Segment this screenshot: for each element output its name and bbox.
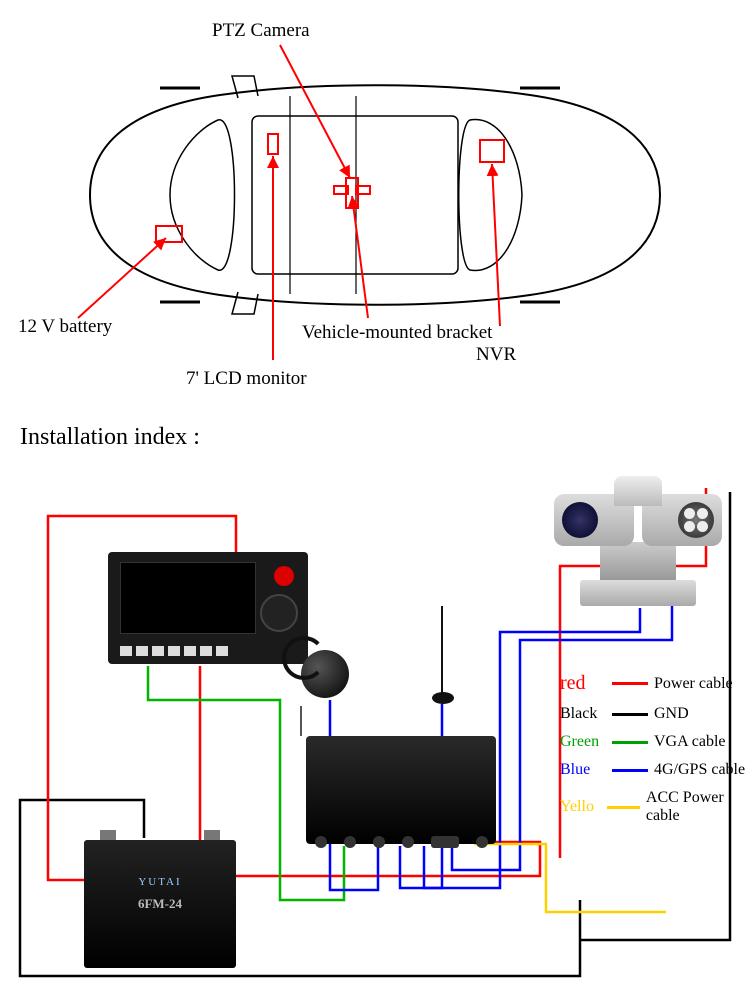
legend-swatch <box>612 741 648 744</box>
legend-desc: ACC Power cable <box>646 789 750 825</box>
legend-row: Blue 4G/GPS cable <box>560 761 750 779</box>
legend-desc: 4G/GPS cable <box>654 761 745 779</box>
legend-row: Yello ACC Power cable <box>560 789 750 825</box>
antenna-mast-icon <box>441 606 443 696</box>
legend-row: Black GND <box>560 705 750 723</box>
cable-legend: red Power cable Black GND Green VGA cable Blue… <box>560 672 750 835</box>
legend-swatch <box>612 769 648 772</box>
legend-row: Green VGA cable <box>560 733 750 751</box>
legend-desc: Power cable <box>654 675 733 693</box>
legend-desc: VGA cable <box>654 733 726 751</box>
legend-swatch <box>607 806 639 809</box>
legend-name: Yello <box>560 798 601 816</box>
legend-desc: GND <box>654 705 689 723</box>
legend-name: red <box>560 672 606 695</box>
battery-device: YUTAI 6FM-24 <box>84 840 236 968</box>
legend-name: Blue <box>560 761 606 779</box>
ptz-camera-device <box>550 456 726 606</box>
legend-swatch <box>612 682 648 685</box>
legend-row: red Power cable <box>560 672 750 695</box>
legend-name: Green <box>560 733 606 751</box>
gps-cable-icon <box>282 636 326 680</box>
lcd-controller-device <box>108 552 308 664</box>
legend-name: Black <box>560 705 606 723</box>
legend-swatch <box>612 713 648 716</box>
nvr-device <box>306 736 496 844</box>
antenna-device <box>432 692 454 704</box>
